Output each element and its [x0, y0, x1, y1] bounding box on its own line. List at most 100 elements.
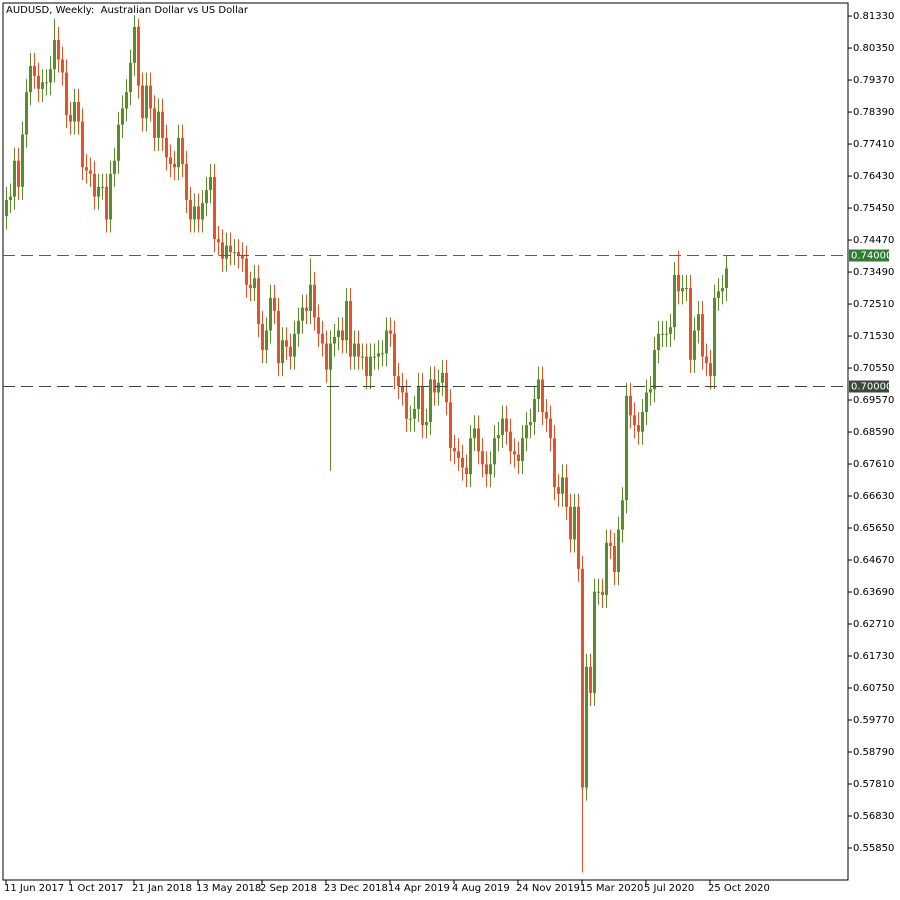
- candle-body: [609, 542, 612, 546]
- candle-body: [289, 346, 292, 357]
- candle-body: [201, 203, 204, 220]
- candle-body: [345, 301, 348, 341]
- candle-body: [625, 395, 628, 501]
- candle-body: [381, 353, 384, 355]
- candle-body: [13, 160, 16, 197]
- candle-body: [685, 288, 688, 290]
- candle-body: [161, 111, 164, 138]
- candle-body: [721, 288, 724, 292]
- candle-body: [169, 157, 172, 164]
- candle-body: [529, 421, 532, 426]
- candle-body: [69, 114, 72, 122]
- x-tick-label: 4 Aug 2019: [452, 883, 510, 894]
- y-tick-label: 0.59770: [853, 715, 894, 726]
- candle-body: [209, 177, 212, 191]
- candle-body: [613, 545, 616, 573]
- candle-body: [445, 372, 448, 403]
- candle-body: [541, 379, 544, 413]
- candle-body: [593, 591, 596, 693]
- candle-body: [665, 333, 668, 335]
- candle-body: [485, 464, 488, 475]
- candle-body: [205, 190, 208, 204]
- candle-body: [525, 425, 528, 439]
- candle-body: [597, 591, 600, 593]
- x-tick-label: 13 May 2018: [196, 883, 261, 894]
- y-tick-label: 0.56830: [853, 811, 894, 822]
- level-label: 0.74000: [851, 251, 892, 262]
- candle-body: [157, 111, 160, 138]
- candle-body: [429, 379, 432, 422]
- candle-body: [197, 206, 200, 220]
- y-tick-label: 0.78390: [853, 107, 894, 118]
- candle-body: [437, 382, 440, 393]
- candle-body: [97, 186, 100, 197]
- level-label-box: [849, 380, 889, 393]
- candle-body: [401, 385, 404, 393]
- y-tick-label: 0.81330: [853, 11, 894, 22]
- candle-body: [217, 239, 220, 243]
- x-tick-label: 5 Jul 2020: [644, 883, 694, 894]
- y-tick-label: 0.66630: [853, 491, 894, 502]
- candle-body: [397, 376, 400, 386]
- x-tick-label: 1 Oct 2017: [68, 883, 123, 894]
- candle-body: [505, 418, 508, 432]
- candle-body: [553, 438, 556, 488]
- plot-frame: [2, 2, 849, 881]
- candle-body: [249, 284, 252, 289]
- y-tick-label: 0.63690: [853, 587, 894, 598]
- candle-body: [173, 163, 176, 168]
- candle-body: [481, 451, 484, 465]
- x-tick-label: 21 Jan 2018: [132, 883, 192, 894]
- y-tick-label: 0.80350: [853, 43, 894, 54]
- candle-body: [601, 591, 604, 595]
- y-tick-label: 0.74470: [853, 235, 894, 246]
- y-tick-label: 0.61730: [853, 651, 894, 662]
- candle-body: [253, 278, 256, 289]
- y-tick-label: 0.77410: [853, 139, 894, 150]
- candle-body: [405, 392, 408, 419]
- candle-body: [309, 284, 312, 311]
- candle-body: [629, 395, 632, 416]
- candle-body: [717, 291, 720, 298]
- candle-body: [113, 160, 116, 174]
- candle-body: [661, 333, 664, 335]
- candle-body: [137, 26, 140, 86]
- candle-body: [93, 173, 96, 197]
- candle-body: [657, 333, 660, 351]
- y-tick-label: 0.57810: [853, 779, 894, 790]
- candle-body: [297, 320, 300, 334]
- x-tick-label: 23 Dec 2018: [324, 883, 388, 894]
- candle-body: [33, 66, 36, 76]
- candle-body: [245, 258, 248, 285]
- candle-body: [425, 421, 428, 426]
- candle-body: [577, 506, 580, 569]
- candle-body: [317, 317, 320, 334]
- candle-body: [377, 353, 380, 357]
- candle-body: [89, 170, 92, 174]
- candle-body: [457, 451, 460, 458]
- candle-body: [265, 330, 268, 351]
- candle-body: [705, 356, 708, 364]
- candle-body: [193, 206, 196, 220]
- candle-body: [333, 337, 336, 344]
- candle-body: [561, 477, 564, 494]
- y-tick-label: 0.67610: [853, 459, 894, 470]
- candle-body: [141, 85, 144, 119]
- candle-body: [689, 288, 692, 360]
- candle-body: [533, 399, 536, 422]
- candle-body: [53, 39, 56, 70]
- candle-body: [37, 75, 40, 89]
- candle-body: [497, 434, 500, 439]
- candle-body: [269, 297, 272, 331]
- candle-body: [589, 666, 592, 693]
- candle-body: [369, 356, 372, 377]
- candle-body: [357, 343, 360, 357]
- candle-body: [109, 173, 112, 220]
- candle-body: [557, 487, 560, 494]
- candle-body: [501, 418, 504, 435]
- x-tick-label: 25 Oct 2020: [708, 883, 770, 894]
- candle-body: [281, 340, 284, 364]
- y-tick-label: 0.79370: [853, 75, 894, 86]
- candle-body: [65, 72, 68, 115]
- candle-body: [393, 333, 396, 377]
